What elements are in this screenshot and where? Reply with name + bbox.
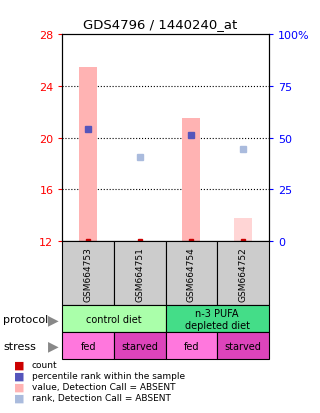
Bar <box>182 119 200 242</box>
Bar <box>114 332 166 359</box>
Text: GSM664753: GSM664753 <box>84 246 93 301</box>
Text: ■: ■ <box>14 359 24 369</box>
Bar <box>79 67 97 242</box>
Text: GSM664751: GSM664751 <box>135 246 144 301</box>
Bar <box>114 242 166 306</box>
Text: percentile rank within the sample: percentile rank within the sample <box>32 371 185 380</box>
Text: ■: ■ <box>14 393 24 403</box>
Text: fed: fed <box>184 341 199 351</box>
Text: GDS4796 / 1440240_at: GDS4796 / 1440240_at <box>83 18 237 31</box>
Bar <box>166 242 217 306</box>
Text: rank, Detection Call = ABSENT: rank, Detection Call = ABSENT <box>32 393 171 402</box>
Bar <box>234 218 252 242</box>
Text: starved: starved <box>121 341 158 351</box>
Text: ■: ■ <box>14 382 24 392</box>
Bar <box>62 332 114 359</box>
Bar <box>217 332 269 359</box>
Bar <box>166 306 269 332</box>
Text: control diet: control diet <box>86 314 142 324</box>
Text: ▶: ▶ <box>47 339 58 353</box>
Text: GSM664752: GSM664752 <box>238 246 247 301</box>
Text: n-3 PUFA
depleted diet: n-3 PUFA depleted diet <box>185 308 250 330</box>
Bar <box>166 332 217 359</box>
Text: fed: fed <box>80 341 96 351</box>
Text: stress: stress <box>3 341 36 351</box>
Text: protocol: protocol <box>3 314 48 324</box>
Text: ▶: ▶ <box>47 312 58 326</box>
Text: GSM664754: GSM664754 <box>187 246 196 301</box>
Text: starved: starved <box>225 341 261 351</box>
Bar <box>62 242 114 306</box>
Text: count: count <box>32 360 58 369</box>
Bar <box>217 242 269 306</box>
Text: ■: ■ <box>14 370 24 380</box>
Bar <box>62 306 166 332</box>
Text: value, Detection Call = ABSENT: value, Detection Call = ABSENT <box>32 382 175 391</box>
